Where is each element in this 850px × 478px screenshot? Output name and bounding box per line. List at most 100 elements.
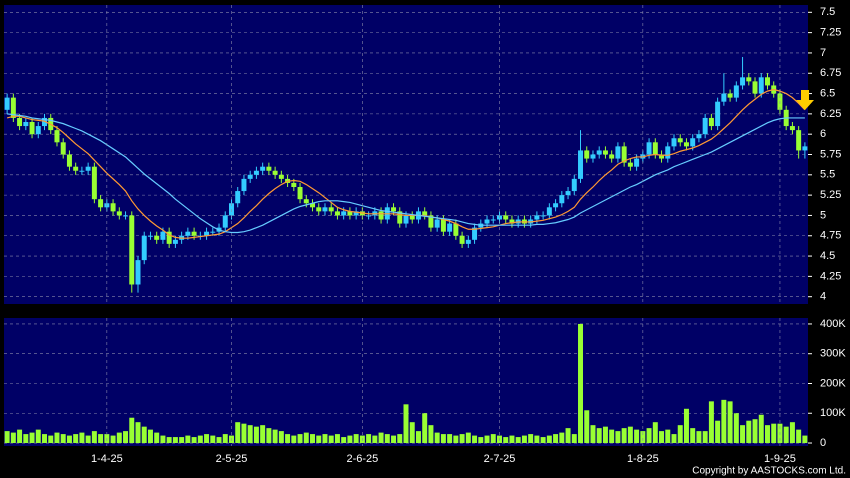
- volume-bar: [584, 410, 590, 444]
- candle-body: [708, 117, 714, 127]
- volume-bar: [690, 428, 696, 444]
- candle-body: [490, 219, 496, 221]
- volume-bar: [17, 429, 23, 444]
- candle-body: [596, 150, 602, 155]
- volume-bar: [764, 425, 770, 444]
- volume-bar: [733, 413, 739, 444]
- y-tick-label: 7.5: [820, 6, 835, 18]
- volume-bar: [484, 435, 490, 444]
- candle-body: [459, 235, 465, 244]
- candle-body: [291, 182, 297, 187]
- candle-body: [409, 215, 415, 220]
- candle-body: [66, 154, 72, 167]
- moving-average-line: [6, 88, 806, 239]
- candle-body: [166, 231, 172, 244]
- volume-bar: [621, 428, 627, 444]
- volume-bar: [54, 432, 60, 444]
- volume-bar: [715, 420, 721, 444]
- volume-bar: [341, 437, 347, 444]
- volume-bar: [609, 429, 615, 444]
- volume-bar: [708, 401, 714, 444]
- volume-bar: [147, 429, 153, 444]
- volume-bar: [721, 399, 727, 444]
- candle-body: [35, 126, 41, 135]
- x-tick-label: 1-9-25: [764, 453, 796, 465]
- volume-bar: [334, 434, 340, 444]
- volume-bar: [727, 401, 733, 444]
- candle-body: [328, 207, 334, 212]
- volume-bar: [409, 422, 415, 444]
- volume-bar: [746, 420, 752, 444]
- volume-bar: [578, 323, 584, 444]
- volume-bar: [303, 432, 309, 444]
- y-tick-label: 400K: [820, 318, 846, 330]
- candle-body: [752, 81, 758, 94]
- volume-bar: [253, 426, 259, 444]
- volume-bar: [521, 435, 527, 444]
- candle-body: [509, 219, 515, 224]
- candle-body: [253, 170, 259, 175]
- candle-body: [334, 211, 340, 216]
- candle-body: [484, 219, 490, 224]
- volume-bar: [590, 425, 596, 444]
- candle-body: [434, 219, 440, 228]
- volume-bar: [42, 434, 48, 444]
- volume-bar: [297, 434, 303, 444]
- volume-bar: [422, 413, 428, 444]
- candle-body: [210, 231, 216, 233]
- candle-body: [10, 97, 16, 118]
- candle-body: [303, 199, 309, 204]
- volume-bar: [534, 435, 540, 444]
- volume-bar: [29, 432, 35, 444]
- volume-bar: [48, 435, 54, 444]
- volume-bar: [241, 423, 247, 444]
- volume-bar: [23, 434, 29, 444]
- candle-body: [559, 195, 565, 204]
- volume-bar: [166, 437, 172, 444]
- candle-body: [129, 215, 135, 285]
- candle-body: [465, 239, 471, 244]
- x-tick-label: 1-8-25: [627, 453, 659, 465]
- candle-body: [247, 174, 253, 179]
- candle-body: [160, 231, 166, 240]
- volume-bar: [266, 428, 272, 444]
- candle-body: [584, 150, 590, 159]
- volume-bar: [98, 434, 104, 444]
- volume-bar: [627, 426, 633, 444]
- candle-body: [60, 142, 66, 155]
- volume-bar: [116, 432, 122, 444]
- candle-body: [540, 215, 546, 217]
- volume-bar: [179, 437, 185, 444]
- volume-bar: [141, 426, 147, 444]
- volume-bar: [60, 434, 66, 444]
- candle-body: [546, 207, 552, 216]
- candle-body: [764, 77, 770, 86]
- volume-bar: [353, 434, 359, 444]
- candle-body: [646, 142, 652, 155]
- candle-body: [609, 154, 615, 159]
- candle-body: [553, 203, 559, 208]
- candle-body: [634, 158, 640, 167]
- candle-body: [191, 231, 197, 236]
- y-tick-label: 300K: [820, 348, 846, 360]
- volume-bar: [235, 422, 241, 444]
- volume-bar: [35, 429, 41, 444]
- volume-bar: [440, 434, 446, 444]
- volume-bar: [66, 435, 72, 444]
- volume-bar: [602, 426, 608, 444]
- candle-body: [503, 215, 509, 220]
- candle-body: [23, 122, 29, 127]
- y-tick-label: 4: [820, 291, 826, 303]
- volume-bar: [789, 422, 795, 444]
- volume-bar: [378, 432, 384, 444]
- volume-bar: [403, 404, 409, 444]
- volume-bar: [796, 429, 802, 444]
- volume-bar: [802, 435, 808, 444]
- candle-body: [266, 166, 272, 171]
- volume-bar: [160, 435, 166, 444]
- candle-body: [154, 235, 160, 240]
- volume-bar: [272, 429, 278, 444]
- volume-bar: [415, 431, 421, 444]
- candle-body: [310, 203, 316, 208]
- candle-body: [403, 215, 409, 224]
